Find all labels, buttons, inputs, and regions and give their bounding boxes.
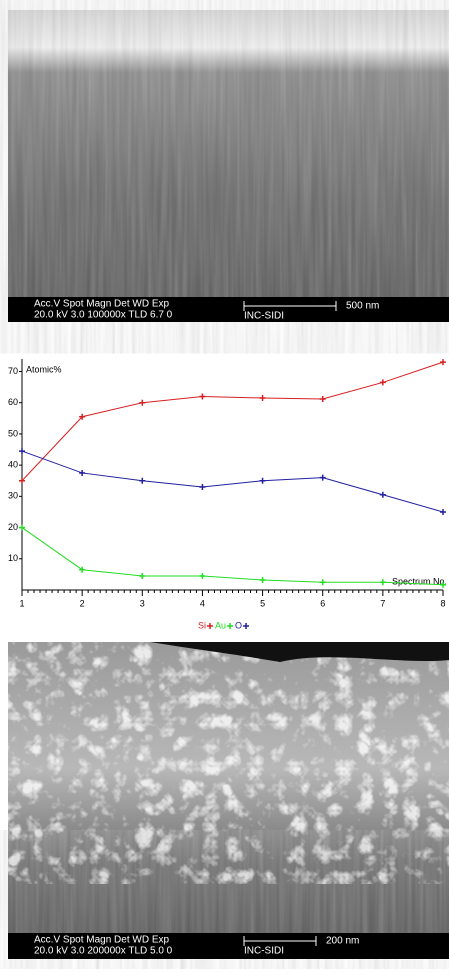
- info-labels: Acc.V Spot Magn Det WD Exp: [34, 299, 169, 310]
- x-tick-label: 7: [380, 598, 385, 608]
- info-labels: Acc.V Spot Magn Det WD Exp: [34, 935, 169, 946]
- point-marker: [199, 393, 205, 399]
- legend-label: Si: [198, 620, 206, 630]
- point-marker: [79, 470, 85, 476]
- point-marker: [199, 573, 205, 579]
- y-tick-label: 60: [8, 397, 18, 407]
- point-marker: [139, 478, 145, 484]
- point-marker: [320, 579, 326, 585]
- point-marker: [380, 579, 386, 585]
- point-marker: [440, 509, 446, 515]
- sem-image-top: Acc.V Spot Magn Det WD Exp 20.0 kV 3.0 1…: [8, 10, 449, 322]
- point-marker: [260, 577, 266, 583]
- x-tick-label: 1: [19, 598, 24, 608]
- point-marker: [320, 475, 326, 481]
- figure: Acc.V Spot Magn Det WD Exp 20.0 kV 3.0 1…: [0, 0, 449, 969]
- y-tick-label: 70: [8, 366, 18, 376]
- legend-marker: [207, 623, 213, 629]
- point-marker: [139, 573, 145, 579]
- lab-label: INC-SIDI: [244, 946, 284, 957]
- y-tick-label: 10: [8, 553, 18, 563]
- y-axis-label: Atomic%: [26, 364, 62, 374]
- point-marker: [139, 400, 145, 406]
- x-tick-label: 3: [140, 598, 145, 608]
- y-tick-label: 30: [8, 491, 18, 501]
- point-marker: [260, 478, 266, 484]
- y-tick-label: 50: [8, 428, 18, 438]
- x-tick-label: 2: [80, 598, 85, 608]
- series-line: [22, 451, 443, 512]
- x-tick-label: 4: [200, 598, 205, 608]
- sem-image-bottom: Acc.V Spot Magn Det WD Exp 20.0 kV 3.0 2…: [8, 642, 449, 959]
- x-tick-label: 8: [440, 598, 445, 608]
- legend-marker: [243, 623, 249, 629]
- scale-label: 500 nm: [346, 301, 379, 312]
- x-tick-label: 5: [260, 598, 265, 608]
- info-values: 20.0 kV 3.0 100000x TLD 6.7 0: [34, 310, 173, 321]
- y-tick-label: 20: [8, 522, 18, 532]
- series-line: [22, 528, 443, 585]
- point-marker: [320, 396, 326, 402]
- legend-marker: [227, 623, 233, 629]
- series-line: [22, 362, 443, 481]
- point-marker: [440, 359, 446, 365]
- info-values: 20.0 kV 3.0 200000x TLD 5.0 0: [34, 946, 173, 957]
- point-marker: [380, 492, 386, 498]
- legend-label: O: [235, 620, 242, 630]
- point-marker: [79, 567, 85, 573]
- legend-label: Au: [215, 620, 226, 630]
- point-marker: [260, 395, 266, 401]
- point-marker: [380, 379, 386, 385]
- point-marker: [19, 525, 25, 531]
- point-marker: [19, 448, 25, 454]
- point-marker: [199, 484, 205, 490]
- scale-label: 200 nm: [326, 936, 359, 947]
- x-tick-label: 6: [320, 598, 325, 608]
- y-tick-label: 40: [8, 460, 18, 470]
- lab-label: INC-SIDI: [244, 311, 284, 322]
